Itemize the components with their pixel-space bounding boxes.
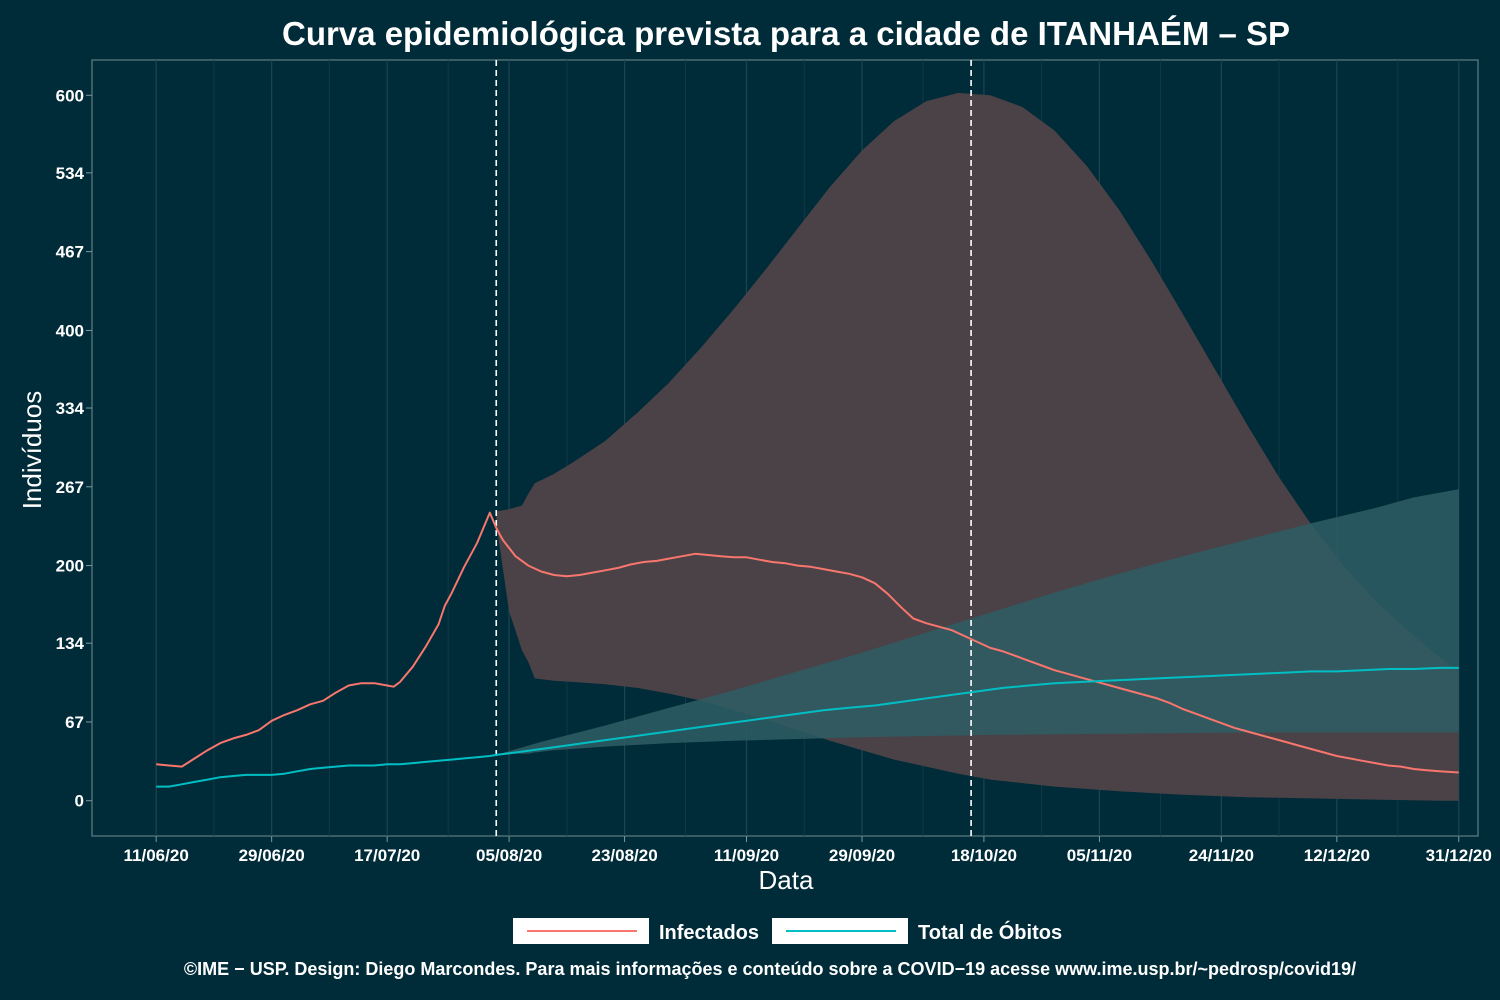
line-obitos: [156, 666, 1459, 788]
legend: Infectados Total de Óbitos: [513, 918, 1062, 944]
legend-label-infectados: Infectados: [659, 922, 759, 944]
y-tick-label: 467: [56, 243, 84, 262]
y-tick-label: 200: [56, 557, 84, 576]
y-tick-label: 67: [65, 713, 84, 732]
x-axis-ticks: 11/06/20 29/06/20 17/07/20 05/08/20 23/08/20…: [124, 836, 1492, 865]
y-axis-ticks: 0 67 134 200 267 334 400 467 534 600: [56, 86, 92, 811]
x-tick-label: 11/09/20: [714, 846, 779, 865]
x-tick-label: 05/08/20: [476, 846, 542, 865]
y-tick-label: 0: [75, 792, 84, 811]
y-tick-label: 600: [56, 86, 84, 105]
legend-label-obitos: Total de Óbitos: [918, 920, 1062, 944]
x-tick-label: 11/06/20: [124, 846, 189, 865]
y-tick-label: 334: [56, 399, 85, 418]
x-tick-label: 17/07/20: [354, 846, 420, 865]
band-obitos: [496, 489, 1459, 755]
chart-title: Curva epidemiológica prevista para a cid…: [282, 15, 1290, 52]
x-axis-title: Data: [759, 865, 814, 895]
x-tick-label: 18/10/20: [951, 846, 1017, 865]
series-lines: [156, 511, 1459, 788]
x-tick-label: 24/11/20: [1189, 846, 1254, 865]
y-tick-label: 534: [56, 164, 85, 183]
line-infectados: [156, 511, 1459, 774]
y-axis-title: Indivíduos: [17, 391, 47, 510]
uncertainty-bands: [496, 92, 1459, 801]
y-tick-label: 134: [56, 634, 85, 653]
caption: ©IME − USP. Design: Diego Marcondes. Par…: [184, 959, 1356, 979]
x-tick-label: 05/11/20: [1067, 846, 1132, 865]
x-tick-label: 31/12/20: [1426, 846, 1492, 865]
x-tick-label: 29/09/20: [829, 846, 895, 865]
x-tick-label: 12/12/20: [1304, 846, 1370, 865]
plot-area: 0 67 134 200 267 334 400 467 534 600 11/06/20 29/0…: [56, 59, 1492, 865]
legend-item-obitos: Total de Óbitos: [772, 918, 1062, 944]
x-tick-label: 29/06/20: [239, 846, 305, 865]
x-tick-label: 23/08/20: [591, 846, 657, 865]
legend-item-infectados: Infectados: [513, 918, 759, 944]
y-tick-label: 400: [56, 321, 84, 340]
y-tick-label: 267: [56, 478, 84, 497]
